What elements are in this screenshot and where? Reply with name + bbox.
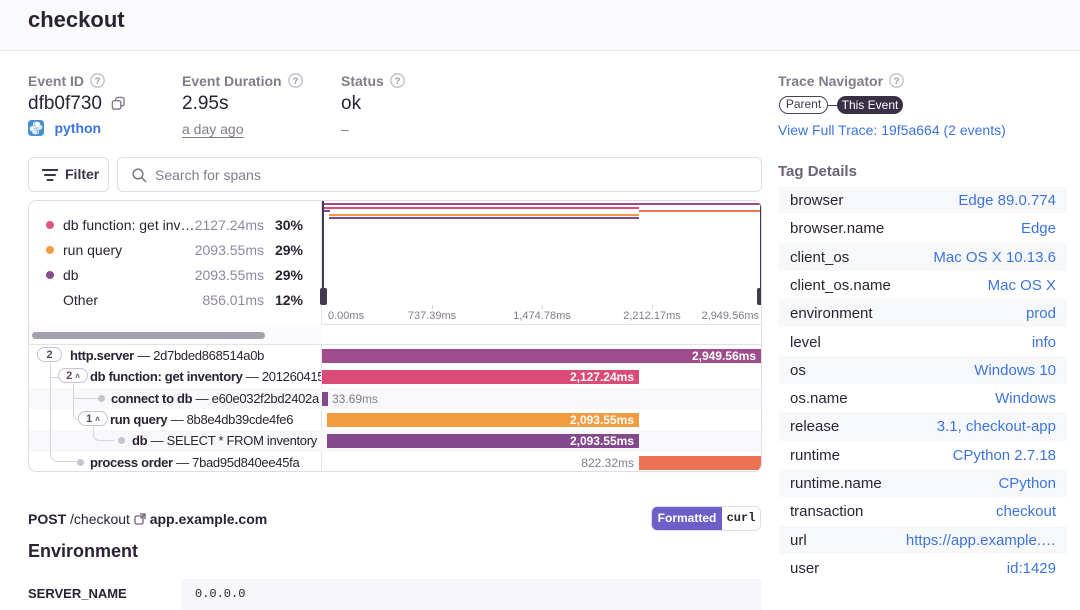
svg-text:?: ? <box>894 76 900 87</box>
svg-text:?: ? <box>95 76 101 87</box>
svg-text:?: ? <box>394 76 400 87</box>
svg-text:?: ? <box>292 76 298 87</box>
